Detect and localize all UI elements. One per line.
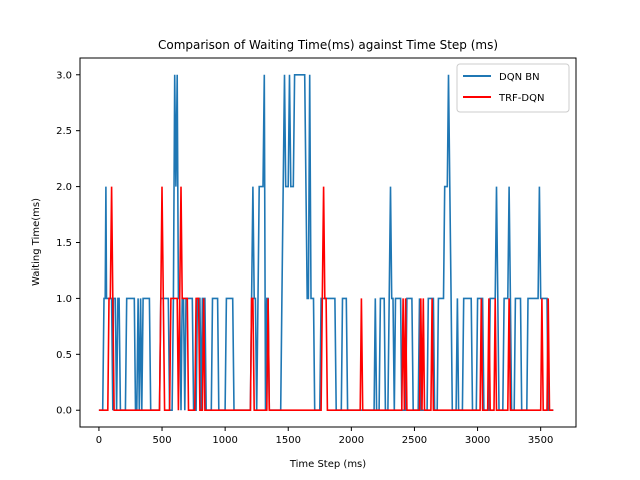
- y-tick-label: 1.0: [56, 294, 72, 305]
- y-tick-label: 2.0: [56, 182, 72, 193]
- x-tick-label: 3500: [528, 435, 553, 446]
- series-line-trf-dqn: [98, 186, 554, 411]
- y-tick-label: 1.5: [56, 238, 72, 249]
- x-tick-label: 2000: [339, 435, 364, 446]
- plot-frame: [79, 57, 577, 428]
- x-tick-label: 3000: [465, 435, 490, 446]
- plot-lines: [98, 74, 554, 411]
- y-tick-label: 2.5: [56, 126, 72, 137]
- x-tick-label: 1000: [212, 435, 237, 446]
- legend-label-trf-dqn: TRF-DQN: [498, 93, 544, 104]
- y-axis-label: Waiting Time(ms): [31, 198, 42, 286]
- y-tick-label: 0.5: [56, 350, 72, 361]
- x-tick-label: 2500: [402, 435, 427, 446]
- legend-label-dqn-bn: DQN BN: [499, 72, 540, 83]
- y-tick-label: 3.0: [56, 70, 72, 81]
- x-tick-label: 500: [152, 435, 171, 446]
- y-axis-ticks: 0.0 0.5 1.0 1.5 2.0 2.5 3.0: [56, 70, 80, 417]
- chart-title: Comparison of Waiting Time(ms) against T…: [158, 38, 498, 52]
- x-tick-label: 0: [96, 435, 102, 446]
- x-axis-ticks: 0 500 1000 1500 2000 2500 3000 3500: [96, 427, 553, 446]
- x-axis-label: Time Step (ms): [289, 459, 366, 470]
- y-tick-label: 0.0: [56, 406, 72, 417]
- legend: DQN BN TRF-DQN: [456, 63, 570, 113]
- x-tick-label: 1500: [276, 435, 301, 446]
